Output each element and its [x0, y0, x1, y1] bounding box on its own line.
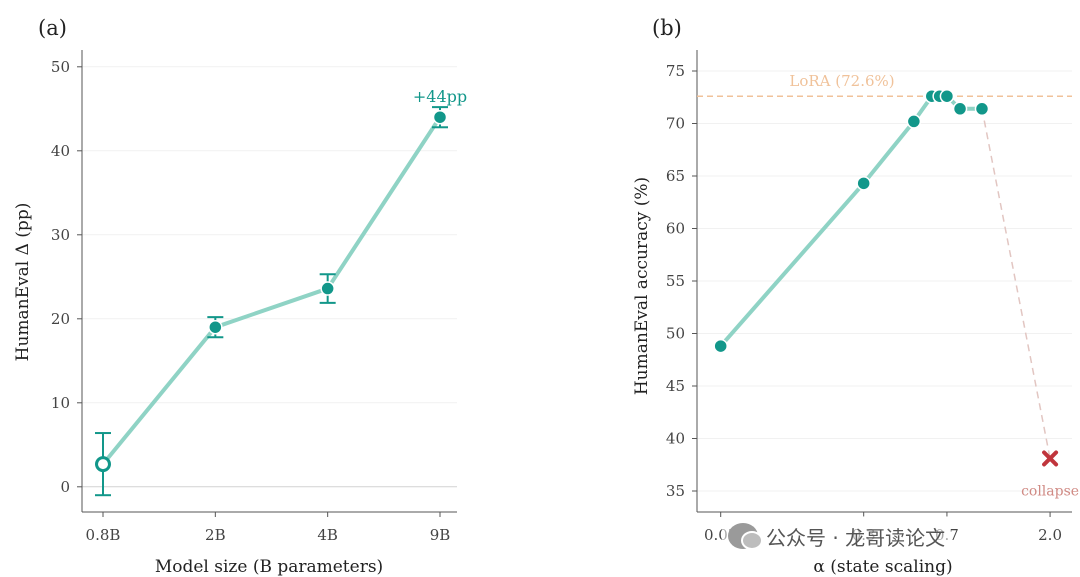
x-tick-label-a: 0.8B: [86, 526, 121, 544]
data-point-b: [974, 101, 990, 117]
series-line-b: [719, 94, 982, 348]
collapse-marker-b: [1042, 450, 1059, 467]
y-tick-label-a: 30: [51, 226, 70, 244]
wechat-icon: [728, 523, 763, 550]
y-tick-label-a: 50: [51, 58, 70, 76]
x-tick-label-b: 2.0: [1038, 526, 1062, 544]
data-point-b: [939, 88, 955, 104]
chart-b: (b) α (state scaling) HumanEval accuracy…: [632, 16, 1079, 577]
x-axis-label-b: α (state scaling): [813, 557, 952, 577]
panel-label-b: (b): [652, 16, 682, 40]
chart-a: (a) Model size (B parameters) HumanEval …: [13, 16, 467, 577]
data-point-a: [432, 109, 448, 125]
annotation-a: +44pp: [413, 87, 467, 106]
collapse-link-b: [981, 108, 1051, 459]
x-tick-label-a: 9B: [430, 526, 451, 544]
y-tick-label-b: 65: [666, 167, 685, 185]
data-point-a: [95, 456, 111, 473]
y-axis-label-b: HumanEval accuracy (%): [632, 177, 652, 395]
data-point-b: [906, 114, 922, 129]
watermark-text: 公众号 · 龙哥读论文: [766, 525, 946, 550]
y-tick-label-a: 40: [51, 142, 70, 160]
y-tick-label-a: 0: [60, 478, 70, 496]
panel-label-a: (a): [38, 16, 67, 40]
y-tick-label-b: 40: [666, 430, 685, 448]
y-tick-label-b: 75: [666, 62, 685, 80]
data-point-b: [713, 338, 728, 354]
y-tick-label-b: 50: [666, 325, 685, 343]
y-tick-label-b: 55: [666, 272, 685, 290]
data-point-b: [856, 176, 871, 191]
data-point-b: [952, 101, 968, 117]
reference-label-b: LoRA (72.6%): [789, 72, 894, 90]
series-line-a: [101, 116, 442, 466]
y-tick-label-b: 60: [666, 220, 685, 238]
y-tick-label-b: 35: [666, 482, 685, 500]
data-point-a: [208, 319, 223, 335]
y-tick-label-b: 70: [666, 115, 685, 133]
x-axis-label-a: Model size (B parameters): [155, 557, 383, 577]
x-tick-label-a: 2B: [205, 526, 226, 544]
y-tick-label-a: 10: [51, 394, 70, 412]
y-axis-label-a: HumanEval Δ (pp): [13, 203, 33, 362]
x-tick-label-a: 4B: [317, 526, 338, 544]
y-tick-label-b: 45: [666, 377, 685, 395]
data-point-a: [320, 281, 335, 296]
collapse-label-b: collapse: [1021, 483, 1079, 499]
watermark: 公众号 · 龙哥读论文: [722, 516, 952, 556]
y-tick-label-a: 20: [51, 310, 70, 328]
